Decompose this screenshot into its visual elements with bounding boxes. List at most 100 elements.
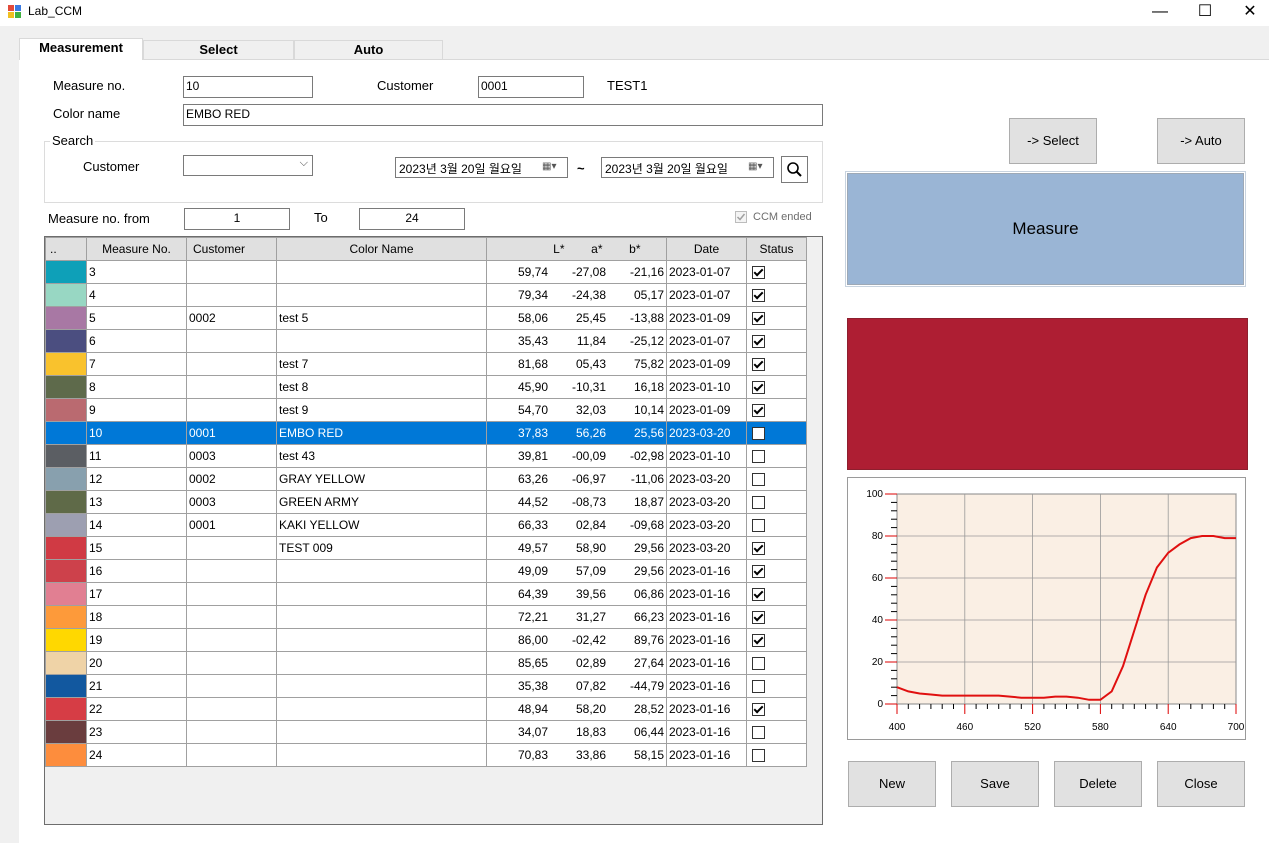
row-date[interactable]: 2023-01-09	[666, 398, 747, 422]
row-customer[interactable]: 0002	[186, 306, 277, 330]
row-lab[interactable]: 48,94 58,20 28,52	[486, 697, 667, 721]
measure-to-input[interactable]: 24	[359, 208, 465, 230]
status-checkbox[interactable]	[752, 680, 765, 694]
measure-no-input[interactable]: 10	[183, 76, 313, 98]
row-color-name[interactable]: GREEN ARMY	[276, 490, 487, 514]
row-measure-no[interactable]: 6	[86, 329, 187, 353]
row-customer[interactable]	[186, 720, 277, 744]
row-lab[interactable]: 45,90 -10,31 16,18	[486, 375, 667, 399]
row-customer[interactable]	[186, 352, 277, 376]
row-customer[interactable]	[186, 329, 277, 353]
minimize-button[interactable]: —	[1152, 3, 1168, 20]
row-status[interactable]	[746, 628, 807, 652]
row-status[interactable]	[746, 651, 807, 675]
tab-auto[interactable]: Auto	[294, 40, 443, 59]
row-customer[interactable]	[186, 536, 277, 560]
row-status[interactable]	[746, 697, 807, 721]
status-checkbox[interactable]	[752, 473, 765, 487]
row-status[interactable]	[746, 375, 807, 399]
row-date[interactable]: 2023-01-16	[666, 651, 747, 675]
go-select-button[interactable]: -> Select	[1009, 118, 1097, 164]
row-swatch[interactable]	[45, 306, 87, 330]
calendar-icon[interactable]: ▦▾	[748, 161, 763, 172]
row-measure-no[interactable]: 24	[86, 743, 187, 767]
table-row[interactable]: 13 0003 GREEN ARMY 44,52 -08,73 18,87 2023-03-…	[45, 490, 807, 514]
table-row[interactable]: 15 TEST 009 49,57 58,90 29,56 2023-03-20	[45, 536, 807, 560]
status-checkbox[interactable]	[752, 404, 765, 418]
row-swatch[interactable]	[45, 352, 87, 376]
row-swatch[interactable]	[45, 651, 87, 675]
row-date[interactable]: 2023-03-20	[666, 490, 747, 514]
row-date[interactable]: 2023-01-16	[666, 743, 747, 767]
status-checkbox[interactable]	[752, 703, 765, 717]
status-checkbox[interactable]	[752, 427, 765, 441]
row-date[interactable]: 2023-01-16	[666, 582, 747, 606]
row-date[interactable]: 2023-01-16	[666, 628, 747, 652]
status-checkbox[interactable]	[752, 496, 765, 510]
row-swatch[interactable]	[45, 490, 87, 514]
row-customer[interactable]: 0003	[186, 444, 277, 468]
row-date[interactable]: 2023-03-20	[666, 467, 747, 491]
row-date[interactable]: 2023-01-07	[666, 329, 747, 353]
row-customer[interactable]	[186, 743, 277, 767]
delete-button[interactable]: Delete	[1054, 761, 1142, 807]
date-from-picker[interactable]: 2023년 3월 20일 월요일 ▦▾	[395, 157, 568, 178]
row-swatch[interactable]	[45, 283, 87, 307]
row-swatch[interactable]	[45, 329, 87, 353]
row-color-name[interactable]: KAKI YELLOW	[276, 513, 487, 537]
row-color-name[interactable]	[276, 674, 487, 698]
row-date[interactable]: 2023-03-20	[666, 513, 747, 537]
row-lab[interactable]: 49,57 58,90 29,56	[486, 536, 667, 560]
row-swatch[interactable]	[45, 743, 87, 767]
row-swatch[interactable]	[45, 628, 87, 652]
row-customer[interactable]	[186, 375, 277, 399]
row-measure-no[interactable]: 15	[86, 536, 187, 560]
row-color-name[interactable]	[276, 260, 487, 284]
row-swatch[interactable]	[45, 375, 87, 399]
row-customer[interactable]	[186, 674, 277, 698]
row-lab[interactable]: 79,34 -24,38 05,17	[486, 283, 667, 307]
column-header-status[interactable]: Status	[746, 237, 807, 261]
row-lab[interactable]: 86,00 -02,42 89,76	[486, 628, 667, 652]
row-customer[interactable]	[186, 559, 277, 583]
color-name-input[interactable]: EMBO RED	[183, 104, 823, 126]
table-row[interactable]: 8 test 8 45,90 -10,31 16,18 2023-01-10	[45, 375, 807, 399]
save-button[interactable]: Save	[951, 761, 1039, 807]
calendar-icon[interactable]: ▦▾	[542, 161, 557, 172]
status-checkbox[interactable]	[752, 381, 765, 395]
row-customer[interactable]	[186, 628, 277, 652]
row-date[interactable]: 2023-01-16	[666, 720, 747, 744]
row-customer[interactable]	[186, 651, 277, 675]
row-status[interactable]	[746, 674, 807, 698]
row-measure-no[interactable]: 14	[86, 513, 187, 537]
status-checkbox[interactable]	[752, 289, 765, 303]
row-color-name[interactable]: EMBO RED	[276, 421, 487, 445]
row-customer[interactable]: 0001	[186, 421, 277, 445]
status-checkbox[interactable]	[752, 657, 765, 671]
row-color-name[interactable]: test 9	[276, 398, 487, 422]
row-customer[interactable]	[186, 582, 277, 606]
table-row[interactable]: 11 0003 test 43 39,81 -00,09 -02,98 2023-01-10	[45, 444, 807, 468]
row-date[interactable]: 2023-03-20	[666, 536, 747, 560]
new-button[interactable]: New	[848, 761, 936, 807]
row-status[interactable]	[746, 605, 807, 629]
row-date[interactable]: 2023-01-16	[666, 674, 747, 698]
row-lab[interactable]: 34,07 18,83 06,44	[486, 720, 667, 744]
measurement-grid[interactable]: .. Measure No. Customer Color Name L* a* b…	[44, 236, 823, 825]
row-measure-no[interactable]: 16	[86, 559, 187, 583]
row-customer[interactable]	[186, 697, 277, 721]
row-status[interactable]	[746, 559, 807, 583]
maximize-button[interactable]: ☐	[1197, 3, 1213, 20]
column-header-color-name[interactable]: Color Name	[276, 237, 487, 261]
row-lab[interactable]: 63,26 -06,97 -11,06	[486, 467, 667, 491]
table-row[interactable]: 23 34,07 18,83 06,44 2023-01-16	[45, 720, 807, 744]
row-date[interactable]: 2023-01-07	[666, 260, 747, 284]
tab-select[interactable]: Select	[143, 40, 294, 59]
row-lab[interactable]: 59,74 -27,08 -21,16	[486, 260, 667, 284]
row-swatch[interactable]	[45, 536, 87, 560]
row-swatch[interactable]	[45, 559, 87, 583]
status-checkbox[interactable]	[752, 519, 765, 533]
row-lab[interactable]: 37,83 56,26 25,56	[486, 421, 667, 445]
close-button[interactable]: Close	[1157, 761, 1245, 807]
row-status[interactable]	[746, 329, 807, 353]
